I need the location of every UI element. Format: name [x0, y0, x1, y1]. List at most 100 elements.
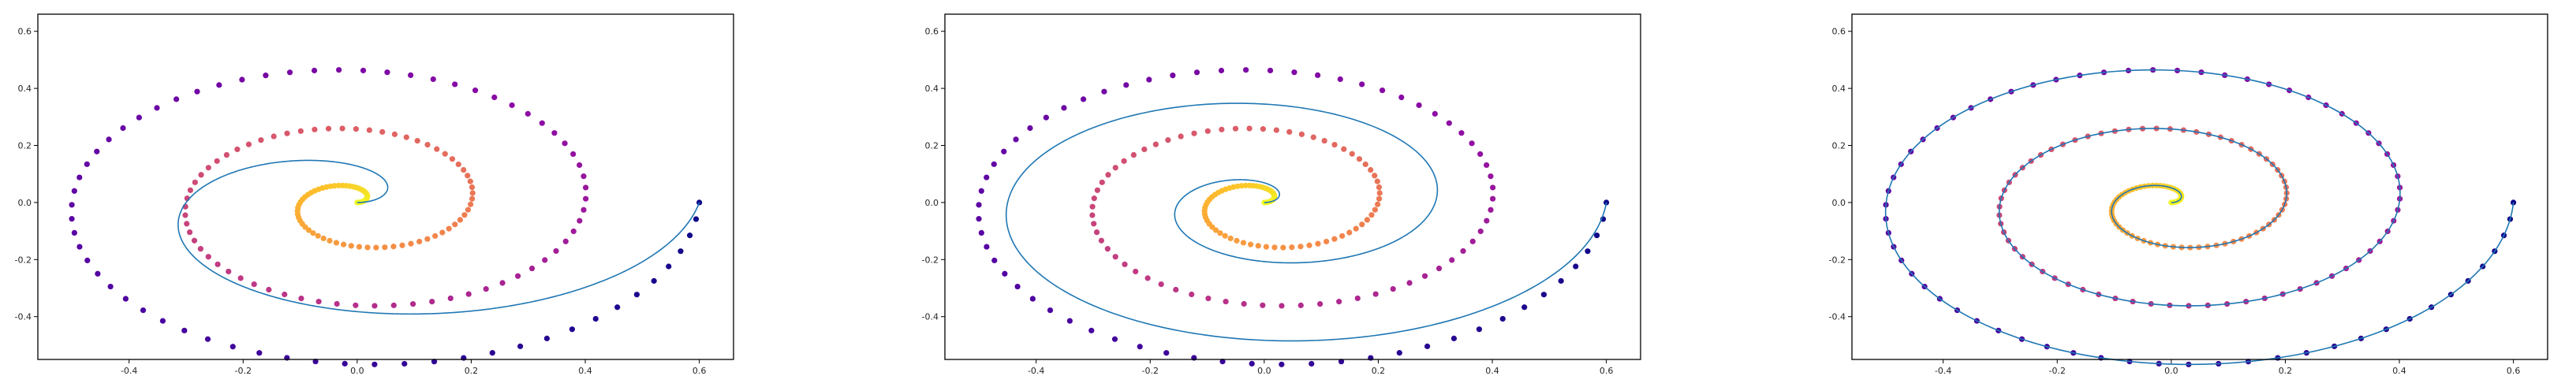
- scatter-point: [1027, 125, 1033, 132]
- scatter-point: [245, 141, 252, 147]
- scatter-point: [570, 151, 577, 158]
- scatter-point: [373, 244, 379, 251]
- scatter-point: [333, 240, 340, 246]
- scatter-point: [1204, 128, 1211, 134]
- scatter-point: [205, 254, 211, 260]
- scatter-point: [1144, 275, 1151, 281]
- x-tick-label: 0.4: [578, 366, 592, 376]
- scatter-point: [514, 273, 521, 279]
- scatter-point: [483, 285, 489, 292]
- y-tick-label: 0.4: [18, 84, 32, 94]
- scatter-point: [1310, 134, 1316, 140]
- scatter-point: [181, 327, 188, 333]
- x-tick-label: 0.0: [350, 366, 364, 376]
- scatter-point: [1450, 335, 1458, 341]
- scatter-point: [528, 265, 536, 272]
- scatter-point: [1416, 102, 1422, 109]
- scatter-point: [1189, 291, 1195, 298]
- scatter-point: [1101, 88, 1107, 95]
- scatter-point: [465, 207, 472, 213]
- scatter-point: [1372, 173, 1378, 179]
- y-tick-label: 0.6: [1832, 27, 1846, 37]
- x-tick-label: 0.2: [465, 366, 479, 376]
- scatter-point: [69, 202, 75, 208]
- scatter-point: [327, 237, 333, 244]
- x-tick-label: 0.2: [1372, 366, 1386, 376]
- scatter-point: [1227, 235, 1234, 242]
- chart-panel-2: -0.4 -0.2 0.0 0.2 0.4 0.6 -0.4 -0.2 0.0 0.2 0.4 0.6: [922, 13, 1641, 376]
- scatter-point: [1291, 69, 1297, 76]
- scatter-point: [258, 137, 264, 143]
- scatter-point: [1240, 240, 1247, 246]
- spiral-curve: [177, 159, 700, 315]
- scatter-point: [517, 343, 524, 349]
- scatter-point: [1306, 242, 1312, 248]
- scatter-point: [226, 268, 232, 275]
- scatter-point: [1234, 237, 1240, 244]
- scatter-point: [371, 361, 378, 367]
- scatter-point: [1271, 244, 1278, 251]
- scatter-point: [159, 318, 166, 324]
- scatter-point: [539, 120, 545, 126]
- scatter-point: [976, 202, 982, 208]
- scatter-point: [390, 302, 397, 308]
- scatter-point: [976, 216, 982, 222]
- scatter-point: [1376, 184, 1383, 191]
- x-tick-label: -0.2: [1142, 366, 1159, 376]
- scatter-point: [424, 236, 431, 242]
- scatter-point: [577, 218, 583, 224]
- scatter-point: [356, 244, 363, 250]
- scatter-point: [1205, 295, 1211, 302]
- scatter-point: [509, 102, 515, 109]
- scatter-point: [71, 188, 77, 194]
- y-tick-label: 0.0: [18, 198, 32, 208]
- scatter-point: [1247, 241, 1254, 248]
- scatter-point: [469, 195, 476, 202]
- scatter-point: [173, 96, 180, 102]
- scatter-point: [197, 246, 203, 252]
- chart-panel-1: -0.4 -0.2 0.0 0.2 0.4 0.6 -0.4 -0.2 0.0 0.2 0.4 0.6: [15, 13, 734, 376]
- scatter-point: [1372, 207, 1379, 213]
- scatter-point: [491, 94, 498, 101]
- scatter-point: [1374, 178, 1380, 184]
- scatter-point: [122, 296, 129, 302]
- scatter-point: [1112, 254, 1118, 260]
- x-tick-label: 0.0: [1257, 366, 1271, 376]
- scatter-point: [1354, 295, 1361, 302]
- y-tick-label: 0.4: [1832, 84, 1846, 94]
- scatter-point: [266, 286, 272, 293]
- scatter-point: [1133, 268, 1139, 275]
- scatter-point: [77, 174, 83, 181]
- scatter-point: [184, 221, 190, 227]
- scatter-point: [215, 261, 221, 267]
- scatter-point: [468, 201, 474, 207]
- scatter-point: [633, 292, 640, 298]
- scatter-point: [551, 130, 558, 136]
- scatter-point: [336, 67, 342, 73]
- scatter-point: [1105, 172, 1111, 178]
- y-tick-label: -0.2: [1829, 255, 1846, 265]
- scatter-point: [1191, 130, 1197, 136]
- y-tick-label: 0.0: [925, 198, 939, 208]
- scatter-point: [1349, 151, 1355, 157]
- scatter-point: [136, 114, 142, 121]
- scatter-point: [408, 240, 414, 247]
- scatter-point: [1353, 225, 1359, 232]
- scatter-point: [1435, 265, 1443, 272]
- scatter-point: [1331, 141, 1338, 148]
- scatter-point: [1099, 179, 1105, 185]
- scatter-point: [1469, 140, 1475, 147]
- scatter-point: [95, 270, 101, 277]
- scatter-point: [1273, 127, 1279, 133]
- y-tick-label: -0.4: [15, 312, 32, 322]
- scatter-point: [1309, 360, 1315, 367]
- scatter-point: [1490, 195, 1496, 202]
- scatter-point: [1122, 261, 1128, 267]
- scatter-point: [353, 302, 359, 308]
- scatter-points: [69, 67, 703, 367]
- scatter-point: [562, 140, 568, 147]
- scatter-point: [1094, 187, 1100, 193]
- scatter-point: [499, 280, 506, 286]
- scatter-point: [286, 69, 293, 76]
- scatter-point: [1098, 237, 1105, 244]
